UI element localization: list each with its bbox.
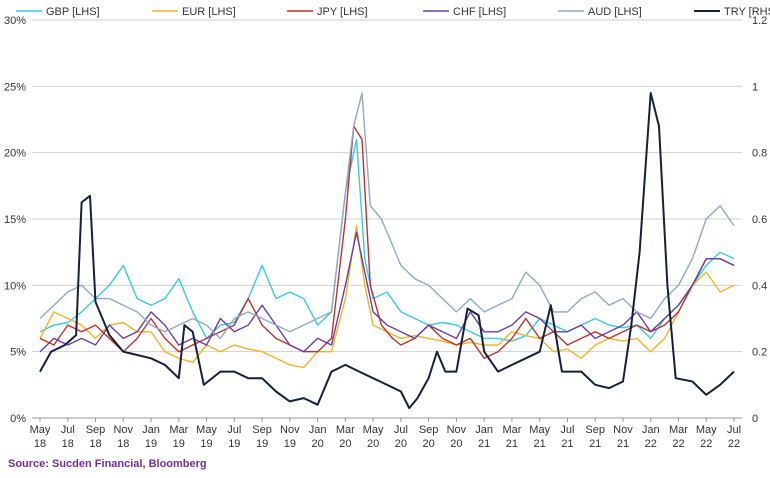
x-tick-year: 18 [117, 438, 129, 450]
x-tick-year: 18 [89, 438, 101, 450]
legend: GBP [LHS] EUR [LHS] JPY [LHS] CHF [LHS] AUD … [16, 6, 770, 18]
right-tick-label: 1 [752, 81, 758, 93]
legend-label: AUD [LHS] [588, 6, 642, 18]
x-tick-year: 20 [450, 438, 462, 450]
x-tick-year: 22 [700, 438, 712, 450]
left-tick-label: 20% [4, 148, 26, 160]
series-line-try [39, 92, 735, 410]
left-tick-label: 5% [10, 347, 26, 359]
x-tick-year: 21 [617, 438, 629, 450]
x-tick-month: Jan [142, 424, 160, 436]
series-line-gbp [39, 138, 735, 342]
legend-label: EUR [LHS] [182, 6, 236, 18]
x-tick-year: 19 [173, 438, 185, 450]
x-tick-year: 18 [34, 438, 46, 450]
x-tick-year: 20 [339, 438, 351, 450]
x-tick-month: May [30, 424, 51, 436]
x-tick-month: Jan [475, 424, 493, 436]
x-tick-month: Sep [86, 424, 106, 436]
x-tick-year: 21 [478, 438, 490, 450]
x-tick-year: 22 [728, 438, 740, 450]
x-tick-year: 20 [395, 438, 407, 450]
legend-label: TRY [RHS] [724, 6, 770, 18]
x-axis-ticks: May 18 Jul 18 Sep 18 Nov 18 Jan 19 Mar 19 May 19 Jul 19… [30, 418, 741, 450]
x-tick-month: May [529, 424, 550, 436]
legend-label: GBP [LHS] [46, 6, 100, 18]
right-tick-label: 0.8 [752, 148, 767, 160]
series-line-chf [39, 231, 735, 353]
series-line-aud [39, 92, 735, 340]
left-tick-label: 25% [4, 81, 26, 93]
left-tick-label: 0% [10, 413, 26, 425]
x-tick-month: Sep [252, 424, 272, 436]
gridlines [32, 19, 742, 353]
x-tick-year: 22 [645, 438, 657, 450]
right-tick-label: 0.2 [752, 347, 767, 359]
x-tick-month: Sep [419, 424, 439, 436]
x-tick-month: Mar [669, 424, 688, 436]
right-tick-label: 0.6 [752, 214, 767, 226]
x-tick-month: Mar [336, 424, 355, 436]
x-tick-month: Nov [613, 424, 633, 436]
x-tick-month: May [363, 424, 384, 436]
x-tick-month: Sep [585, 424, 605, 436]
series-line-eur [39, 224, 735, 369]
x-tick-month: Jan [309, 424, 327, 436]
x-tick-month: Nov [113, 424, 133, 436]
x-tick-year: 21 [506, 438, 518, 450]
legend-label: CHF [LHS] [453, 6, 506, 18]
x-tick-month: Nov [280, 424, 300, 436]
x-tick-year: 21 [589, 438, 601, 450]
x-tick-month: Jul [560, 424, 574, 436]
x-tick-year: 19 [228, 438, 240, 450]
x-tick-month: Jul [727, 424, 741, 436]
x-tick-year: 19 [145, 438, 157, 450]
x-tick-month: Mar [502, 424, 521, 436]
left-tick-label: 10% [4, 280, 26, 292]
source-note: Source: Sucden Financial, Bloomberg [8, 458, 207, 470]
x-tick-month: Jul [227, 424, 241, 436]
left-axis-ticks: 0% 5% 10% 15% 20% 25% 30% [4, 15, 26, 425]
x-tick-year: 19 [256, 438, 268, 450]
x-tick-year: 20 [423, 438, 435, 450]
right-axis-ticks: 0 0.2 0.4 0.6 0.8 1 1.2 [752, 15, 767, 425]
x-tick-year: 20 [367, 438, 379, 450]
left-tick-label: 15% [4, 214, 26, 226]
right-tick-label: 1.2 [752, 15, 767, 27]
x-tick-year: 19 [284, 438, 296, 450]
x-tick-month: May [696, 424, 717, 436]
x-tick-month: Jul [394, 424, 408, 436]
x-tick-year: 21 [534, 438, 546, 450]
series-layer [39, 92, 735, 410]
x-tick-month: Jan [642, 424, 660, 436]
x-tick-month: Jul [61, 424, 75, 436]
right-tick-label: 0.4 [752, 280, 767, 292]
x-tick-year: 18 [62, 438, 74, 450]
series-line-jpy [39, 125, 735, 359]
x-tick-year: 22 [672, 438, 684, 450]
x-tick-month: Mar [169, 424, 188, 436]
x-tick-month: May [196, 424, 217, 436]
x-tick-month: Nov [447, 424, 467, 436]
legend-label: JPY [LHS] [317, 6, 368, 18]
left-tick-label: 30% [4, 15, 26, 27]
x-tick-year: 19 [200, 438, 212, 450]
x-tick-year: 20 [311, 438, 323, 450]
right-tick-label: 0 [752, 413, 758, 425]
x-tick-year: 21 [561, 438, 573, 450]
